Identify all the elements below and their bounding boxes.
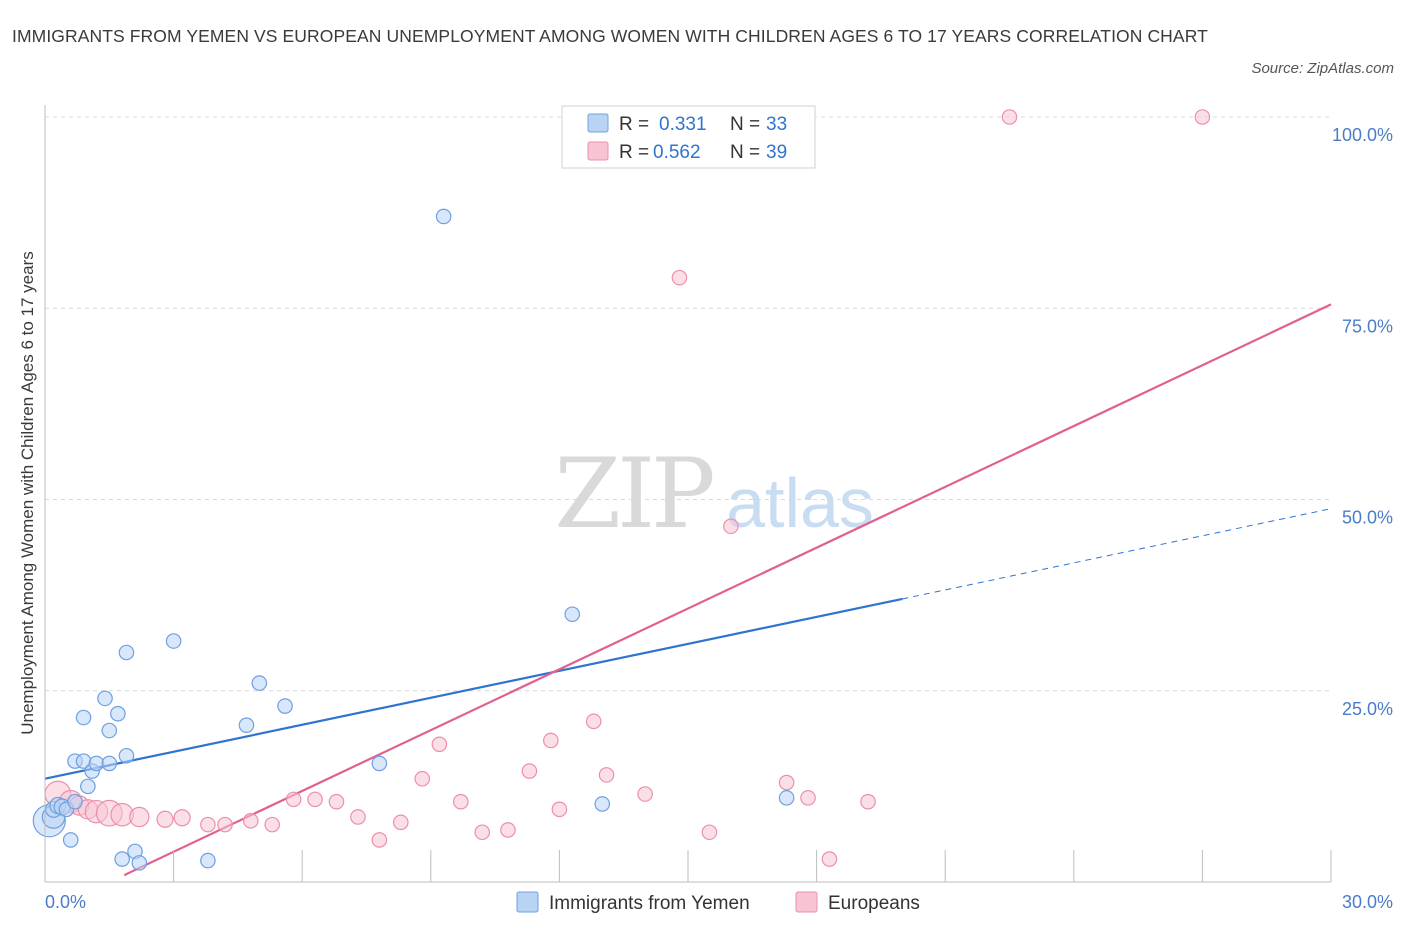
- point-yemen: [110, 705, 126, 722]
- point-europeans: [264, 816, 280, 833]
- top-legend: R = 0.331 N = 33 R = 0.562 N = 39: [561, 105, 816, 169]
- point-europeans: [723, 518, 739, 535]
- bottom-legend: Immigrants from Yemen Europeans: [516, 891, 920, 914]
- point-yemen: [371, 755, 388, 772]
- point-yemen: [238, 717, 255, 733]
- point-europeans: [701, 824, 718, 841]
- y-tick-label: 50.0%: [1342, 508, 1393, 528]
- point-europeans: [392, 814, 409, 831]
- point-yemen: [80, 778, 96, 795]
- point-europeans: [431, 736, 448, 753]
- point-europeans: [860, 793, 876, 810]
- point-europeans: [543, 732, 559, 749]
- point-europeans: [671, 269, 688, 286]
- watermark: ZIP atlas: [554, 438, 874, 550]
- point-europeans: [598, 767, 615, 783]
- point-yemen: [131, 855, 148, 871]
- point-yemen: [435, 208, 452, 225]
- legend-r-value: 0.562: [653, 142, 701, 163]
- point-europeans: [800, 790, 816, 806]
- point-europeans: [778, 774, 795, 791]
- y-tick-label: 100.0%: [1332, 125, 1393, 145]
- trend-line-europeans: [123, 303, 1332, 877]
- point-yemen: [97, 690, 113, 707]
- point-yemen: [594, 796, 611, 812]
- point-europeans: [637, 786, 653, 802]
- legend-r-label: R =: [619, 114, 649, 135]
- watermark-atlas: atlas: [726, 464, 874, 542]
- bottom-legend-swatch-blue: [516, 891, 539, 913]
- point-europeans: [328, 793, 345, 810]
- point-europeans: [821, 851, 838, 867]
- point-europeans: [371, 832, 388, 848]
- tick-labels: 25.0% 50.0% 75.0% 100.0% 0.0% 30.0%: [45, 125, 1393, 912]
- point-europeans: [521, 763, 538, 779]
- point-yemen: [200, 852, 216, 869]
- point-yemen: [165, 633, 182, 649]
- point-europeans: [585, 713, 602, 730]
- x-tick-label: 30.0%: [1342, 892, 1393, 912]
- legend-n-label: N =: [730, 142, 760, 163]
- point-europeans: [129, 806, 150, 828]
- trend-line-yemen: [44, 597, 903, 780]
- point-europeans: [414, 770, 431, 787]
- legend-n-label: N =: [730, 114, 760, 135]
- point-europeans: [551, 801, 568, 818]
- point-yemen: [67, 793, 83, 810]
- y-tick-label: 25.0%: [1342, 699, 1393, 719]
- point-europeans: [285, 791, 302, 808]
- legend-r-label: R =: [619, 142, 649, 163]
- point-europeans: [453, 793, 469, 810]
- point-yemen: [118, 747, 135, 764]
- point-yemen: [62, 832, 79, 848]
- legend-swatch-blue: [587, 113, 609, 133]
- y-tick-label: 75.0%: [1342, 316, 1393, 336]
- source-label: Source: ZipAtlas.com: [1251, 60, 1394, 77]
- trend-line-yemen-extension: [902, 508, 1332, 600]
- watermark-zip: ZIP: [554, 438, 713, 550]
- bottom-legend-label-europeans: Europeans: [828, 893, 920, 914]
- point-yemen: [88, 755, 105, 772]
- bottom-legend-swatch-pink: [795, 891, 818, 913]
- point-yemen: [114, 851, 130, 867]
- point-yemen: [564, 606, 581, 623]
- point-europeans: [1194, 109, 1211, 125]
- bottom-legend-label-yemen: Immigrants from Yemen: [549, 893, 750, 914]
- point-europeans: [474, 824, 491, 841]
- point-europeans: [350, 809, 366, 825]
- point-europeans: [200, 816, 216, 833]
- chart-title: IMMIGRANTS FROM YEMEN VS EUROPEAN UNEMPL…: [12, 26, 1208, 46]
- point-europeans: [500, 822, 516, 838]
- point-yemen: [778, 790, 795, 806]
- legend-n-value: 33: [766, 114, 787, 135]
- trend-lines: [44, 303, 1332, 877]
- grid-lines: [45, 116, 1331, 692]
- point-yemen: [277, 698, 293, 714]
- axes: [44, 105, 1332, 883]
- point-europeans: [242, 812, 259, 829]
- point-europeans: [173, 809, 191, 827]
- point-yemen: [75, 709, 92, 726]
- point-europeans: [1001, 109, 1018, 125]
- legend-r-value: 0.331: [659, 114, 707, 135]
- point-europeans: [156, 810, 174, 828]
- point-yemen: [251, 675, 268, 691]
- point-europeans: [217, 816, 233, 833]
- point-yemen: [101, 755, 118, 772]
- point-europeans: [307, 791, 323, 808]
- point-yemen: [101, 722, 118, 739]
- point-yemen: [118, 644, 135, 661]
- legend-swatch-pink: [587, 141, 609, 161]
- data-points: [32, 109, 1211, 871]
- legend-n-value: 39: [766, 142, 787, 163]
- x-tick-label: 0.0%: [45, 892, 86, 912]
